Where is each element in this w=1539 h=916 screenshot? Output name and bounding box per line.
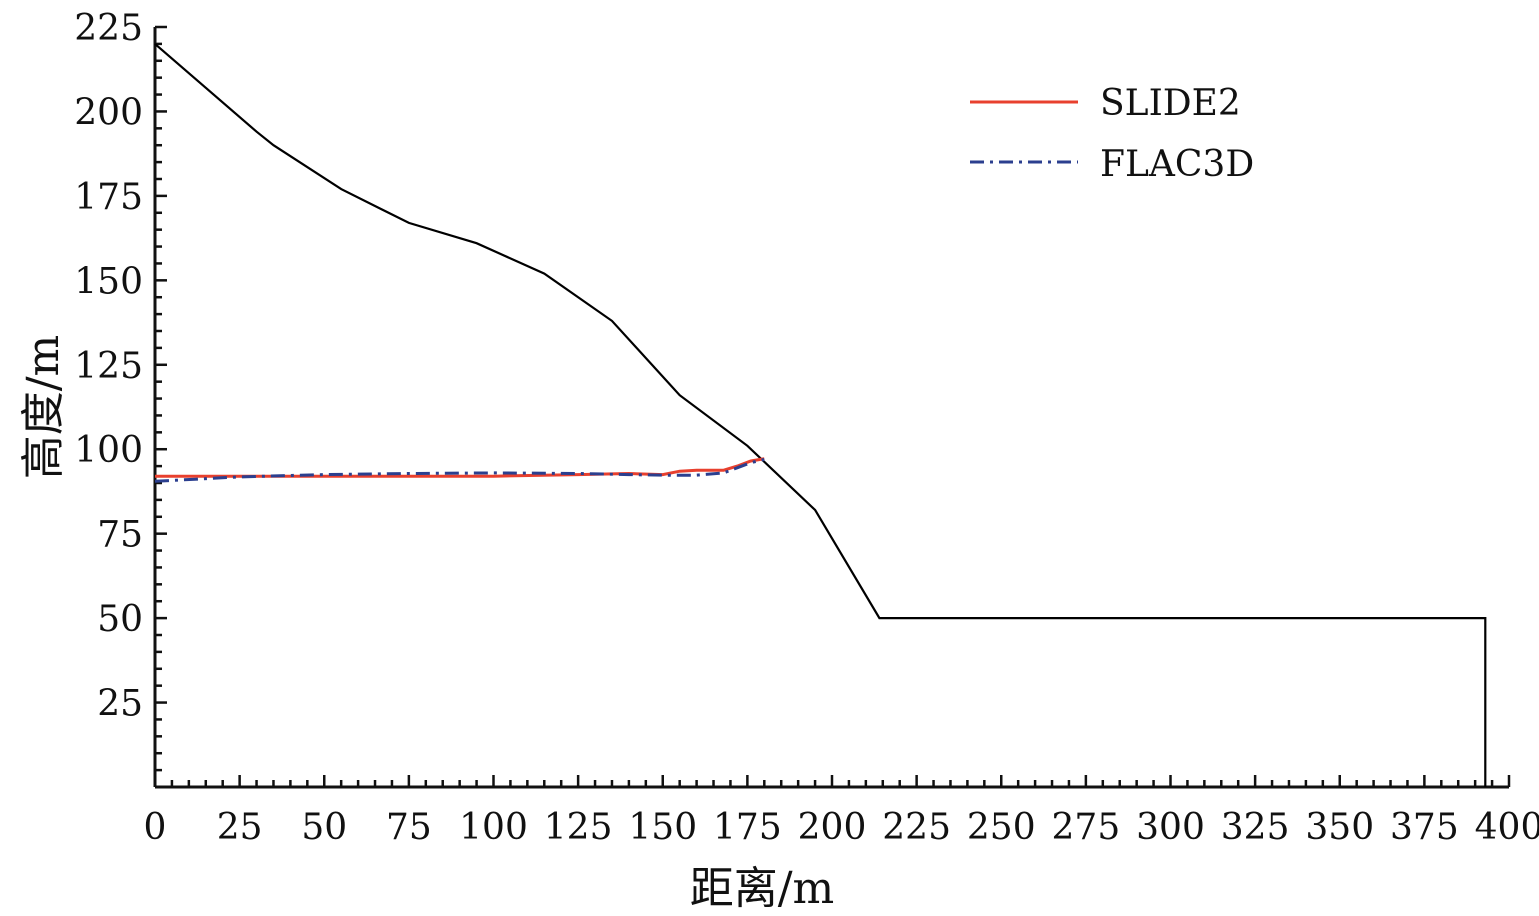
y-tick-label: 75 (97, 515, 143, 556)
x-tick-label: 400 (1475, 807, 1539, 848)
y-tick-label: 150 (74, 261, 143, 302)
legend: SLIDE2 FLAC3D (970, 83, 1254, 185)
ticks (153, 25, 1511, 787)
y-axis-title: 高度/m (18, 335, 69, 480)
x-tick-label: 250 (967, 807, 1036, 848)
x-axis-title: 距离/m (690, 863, 835, 914)
x-tick-label: 25 (217, 807, 263, 848)
y-tick-label: 25 (97, 684, 143, 725)
x-tick-label: 325 (1221, 807, 1290, 848)
y-tick-label: 125 (74, 346, 143, 387)
x-tick-label: 0 (144, 807, 167, 848)
slope-profile-line (154, 43, 1487, 787)
y-tick-label: 175 (74, 177, 143, 218)
legend-label-slide2: SLIDE2 (1100, 83, 1241, 124)
x-tick-label: 175 (713, 807, 782, 848)
x-tick-label: 100 (459, 807, 528, 848)
tick-labels: 0 25 50 75 100 125 150 175 200 225 250 275 300 325 350… (74, 8, 1539, 848)
axes: 0 25 50 75 100 125 150 175 200 225 250 275 300 325 350… (74, 8, 1539, 848)
x-tick-label: 75 (386, 807, 432, 848)
y-tick-label: 100 (74, 430, 143, 471)
x-tick-label: 350 (1305, 807, 1374, 848)
y-tick-label: 200 (74, 92, 143, 133)
x-tick-label: 125 (544, 807, 613, 848)
x-tick-label: 225 (882, 807, 951, 848)
series-flac3d-line (154, 457, 765, 483)
x-tick-label: 200 (798, 807, 867, 848)
legend-label-flac3d: FLAC3D (1100, 144, 1254, 185)
plot-lines (154, 43, 1487, 787)
x-tick-label: 150 (628, 807, 697, 848)
series-slide2-line (155, 457, 765, 478)
x-tick-label: 275 (1052, 807, 1121, 848)
x-tick-label: 50 (301, 807, 347, 848)
x-tick-label: 375 (1390, 807, 1459, 848)
y-tick-label: 225 (74, 8, 143, 49)
y-tick-label: 50 (97, 599, 143, 640)
x-tick-label: 300 (1136, 807, 1205, 848)
